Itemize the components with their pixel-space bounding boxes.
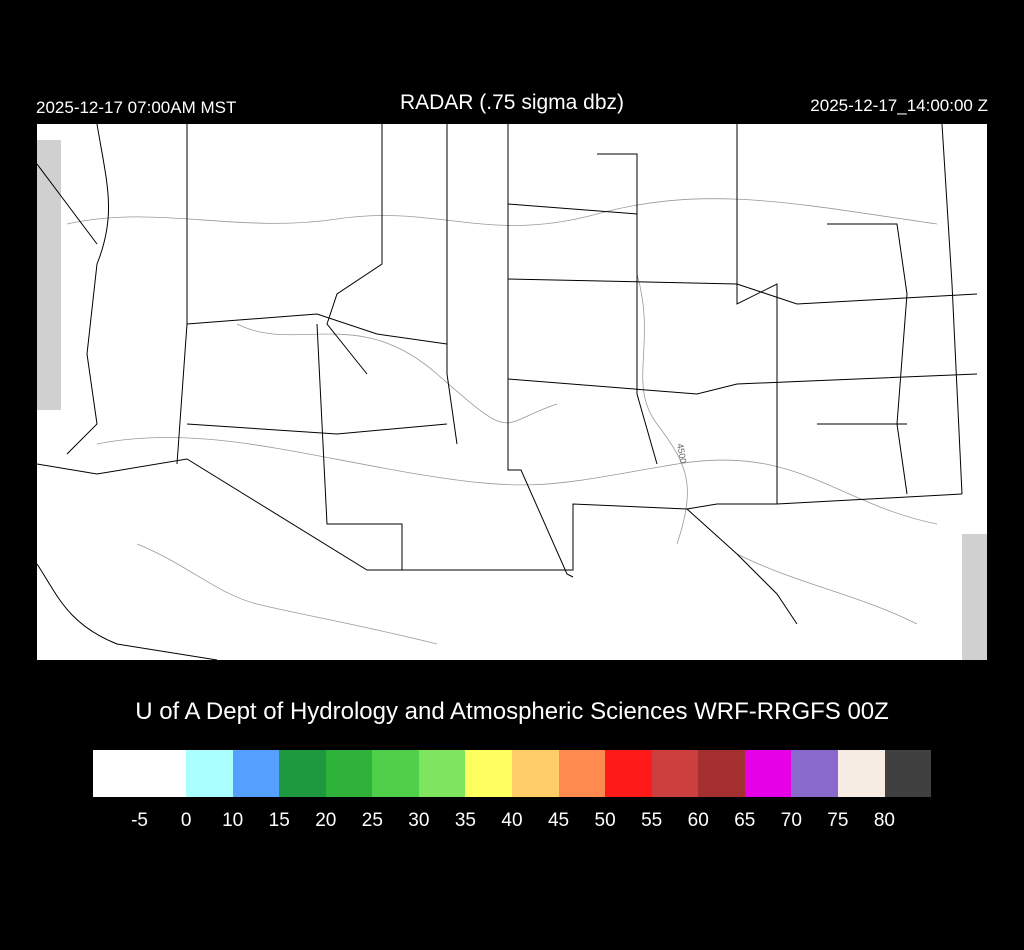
colorbar-label: 35 bbox=[454, 810, 477, 831]
colorbar-swatch bbox=[186, 750, 233, 797]
colorbar-swatch bbox=[418, 750, 466, 797]
colorbar-label: 55 bbox=[641, 810, 663, 831]
model-credit: U of A Dept of Hydrology and Atmospheric… bbox=[135, 698, 889, 725]
colorbar-swatch bbox=[884, 750, 932, 797]
state-county-lines bbox=[36, 123, 978, 661]
colorbar-swatch bbox=[791, 750, 838, 797]
colorbar-label: 30 bbox=[408, 810, 430, 831]
colorbar-label: 40 bbox=[501, 810, 523, 831]
colorbar-swatch bbox=[279, 750, 326, 797]
colorbar-label: 70 bbox=[780, 810, 802, 831]
us-mexico-border bbox=[36, 458, 798, 625]
colorbar-swatch bbox=[325, 750, 373, 797]
colorbar-label: 45 bbox=[547, 810, 570, 831]
colorbar-swatch bbox=[837, 750, 885, 797]
colorbar bbox=[93, 750, 932, 797]
terrain-contours bbox=[66, 198, 938, 645]
colorbar-swatch bbox=[651, 750, 699, 797]
radar-map: 4500 bbox=[36, 123, 987, 661]
colorbar-label: 20 bbox=[315, 810, 337, 831]
no-data-strip-right bbox=[962, 534, 987, 660]
colorbar-swatch bbox=[605, 750, 652, 797]
colorbar-label: 25 bbox=[361, 810, 383, 831]
chart-title: RADAR (.75 sigma dbz) bbox=[399, 91, 625, 114]
map-boundaries: 4500 bbox=[36, 123, 987, 661]
colorbar-label: 60 bbox=[687, 810, 709, 831]
colorbar-swatch bbox=[512, 750, 559, 797]
no-data-strip-left bbox=[37, 140, 61, 410]
colorbar-swatch bbox=[232, 750, 280, 797]
colorbar-label: -5 bbox=[131, 810, 148, 831]
local-valid-time: 2025-12-17 07:00AM MST bbox=[36, 98, 237, 117]
colorbar-swatch bbox=[372, 750, 419, 797]
colorbar-label: 0 bbox=[180, 810, 192, 831]
colorbar-label: 15 bbox=[268, 810, 290, 831]
colorbar-swatch bbox=[744, 750, 792, 797]
az-nm-border bbox=[507, 124, 574, 578]
colorbar-label: 10 bbox=[222, 810, 244, 831]
colorbar-label: 80 bbox=[873, 810, 896, 831]
colorbar-label: 75 bbox=[827, 810, 849, 831]
colorbar-swatch bbox=[93, 750, 187, 797]
colorbar-label: 65 bbox=[734, 810, 756, 831]
contour-label: 4500 bbox=[675, 443, 688, 464]
colorbar-label: 50 bbox=[594, 810, 616, 831]
colorbar-swatch bbox=[465, 750, 513, 797]
coastline bbox=[36, 563, 218, 661]
colorbar-swatch bbox=[698, 750, 745, 797]
utc-valid-time: 2025-12-17_14:00:00 Z bbox=[810, 96, 988, 115]
colorbar-swatch bbox=[558, 750, 606, 797]
